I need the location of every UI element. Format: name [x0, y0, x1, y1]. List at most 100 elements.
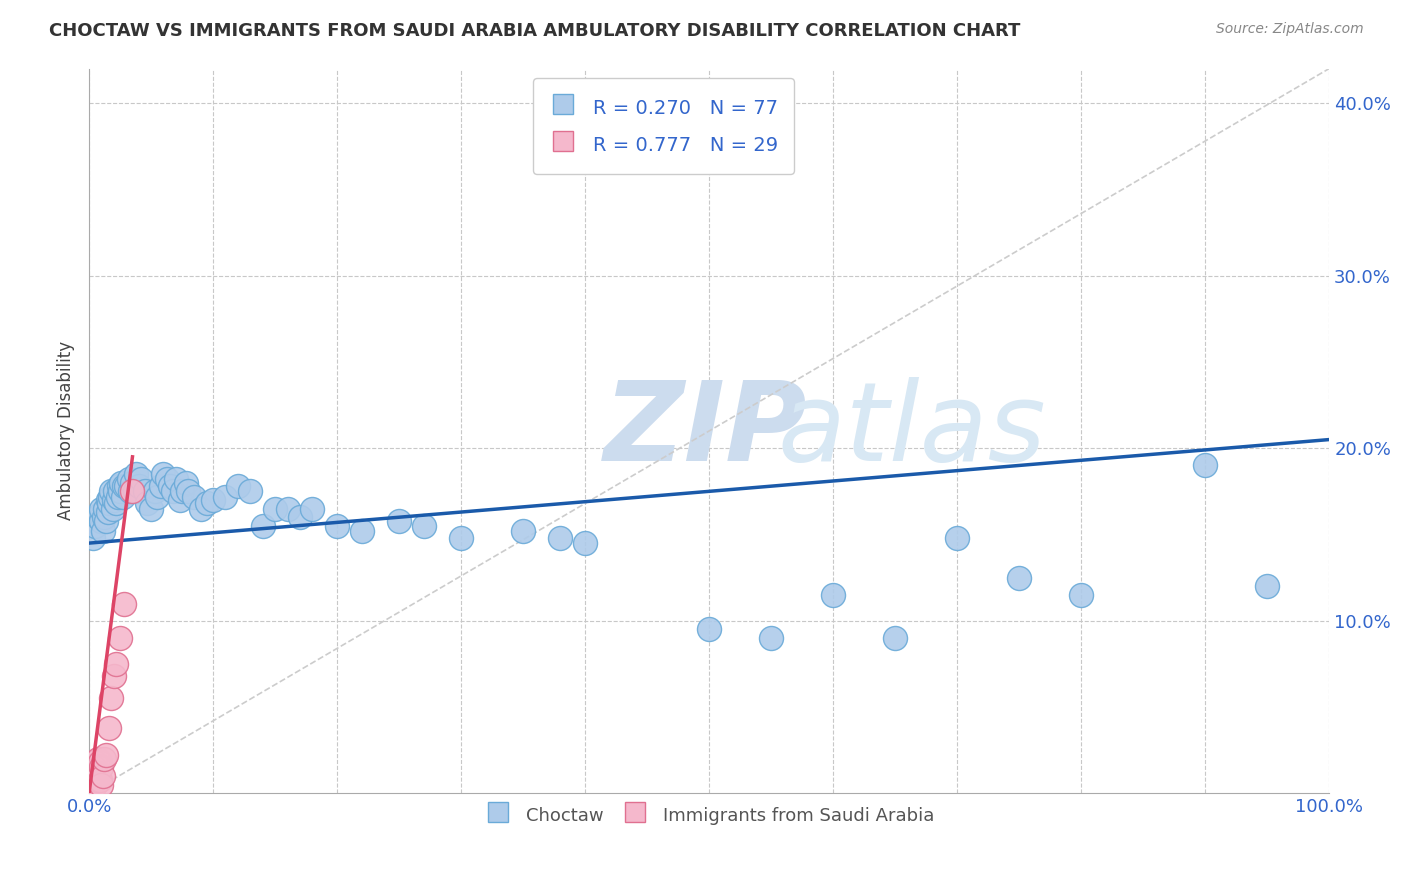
Point [239, 484, 262, 499]
Point [90, 501, 112, 516]
Point [83, 769, 105, 783]
Point [146, 490, 169, 504]
Point [264, 501, 287, 516]
Point [152, 467, 174, 481]
Point [87, 769, 110, 783]
Point [128, 479, 150, 493]
Text: atlas: atlas [778, 377, 1046, 484]
Point [301, 501, 323, 516]
Point [83, 760, 105, 774]
Point [156, 472, 179, 486]
Point [91, 769, 114, 783]
Point [82, 531, 104, 545]
Point [103, 669, 125, 683]
Point [252, 519, 274, 533]
Point [172, 484, 194, 499]
Point [884, 631, 907, 645]
Point [84, 756, 107, 770]
Point [80, 778, 103, 792]
Point [121, 484, 143, 499]
Point [169, 492, 191, 507]
Point [697, 623, 720, 637]
Point [174, 475, 197, 490]
Point [89, 507, 111, 521]
Point [90, 778, 112, 792]
Point [87, 752, 110, 766]
Point [1194, 458, 1216, 473]
Point [214, 490, 236, 504]
Point [165, 472, 187, 486]
Point [1008, 571, 1031, 585]
Point [350, 524, 373, 538]
Point [112, 479, 135, 493]
Point [87, 510, 110, 524]
Point [150, 479, 173, 493]
Point [108, 479, 131, 493]
Point [84, 519, 107, 533]
Point [112, 597, 135, 611]
Point [759, 631, 782, 645]
Point [107, 490, 129, 504]
Point [100, 484, 122, 499]
Point [124, 484, 146, 499]
Point [91, 524, 114, 538]
Point [413, 519, 436, 533]
Point [574, 536, 596, 550]
Point [79, 772, 101, 787]
Text: ZIP: ZIP [603, 377, 807, 484]
Point [190, 501, 212, 516]
Text: Source: ZipAtlas.com: Source: ZipAtlas.com [1216, 22, 1364, 37]
Point [125, 467, 148, 481]
Point [100, 691, 122, 706]
Point [450, 531, 472, 545]
Point [80, 769, 103, 783]
Y-axis label: Ambulatory Disability: Ambulatory Disability [58, 342, 75, 521]
Point [82, 772, 104, 787]
Point [110, 475, 132, 490]
Point [87, 760, 110, 774]
Point [96, 748, 118, 763]
Point [86, 772, 108, 787]
Point [512, 524, 534, 538]
Point [177, 484, 200, 499]
Point [87, 772, 110, 787]
Point [226, 479, 249, 493]
Point [121, 475, 143, 490]
Point [93, 752, 115, 766]
Point [90, 760, 112, 774]
Point [94, 501, 117, 516]
Point [136, 496, 159, 510]
Point [111, 490, 134, 504]
Point [101, 501, 124, 516]
Point [1070, 588, 1092, 602]
Point [97, 721, 120, 735]
Point [104, 484, 127, 499]
Point [162, 484, 184, 499]
Point [86, 765, 108, 780]
Point [143, 484, 166, 499]
Point [134, 484, 156, 499]
Point [105, 657, 128, 671]
Point [202, 492, 225, 507]
Point [98, 490, 121, 504]
Point [118, 484, 141, 499]
Point [89, 756, 111, 770]
Point [90, 514, 112, 528]
Point [183, 490, 205, 504]
Point [129, 472, 152, 486]
Point [946, 531, 969, 545]
Point [139, 501, 162, 516]
Point [276, 501, 298, 516]
Point [105, 496, 128, 510]
Point [115, 479, 138, 493]
Point [108, 631, 131, 645]
Text: CHOCTAW VS IMMIGRANTS FROM SAUDI ARABIA AMBULATORY DISABILITY CORRELATION CHART: CHOCTAW VS IMMIGRANTS FROM SAUDI ARABIA … [49, 22, 1021, 40]
Point [159, 479, 181, 493]
Point [550, 531, 572, 545]
Point [1256, 579, 1278, 593]
Legend: Choctaw, Immigrants from Saudi Arabia: Choctaw, Immigrants from Saudi Arabia [477, 795, 942, 835]
Point [823, 588, 845, 602]
Point [97, 492, 120, 507]
Point [89, 772, 111, 787]
Point [84, 778, 107, 792]
